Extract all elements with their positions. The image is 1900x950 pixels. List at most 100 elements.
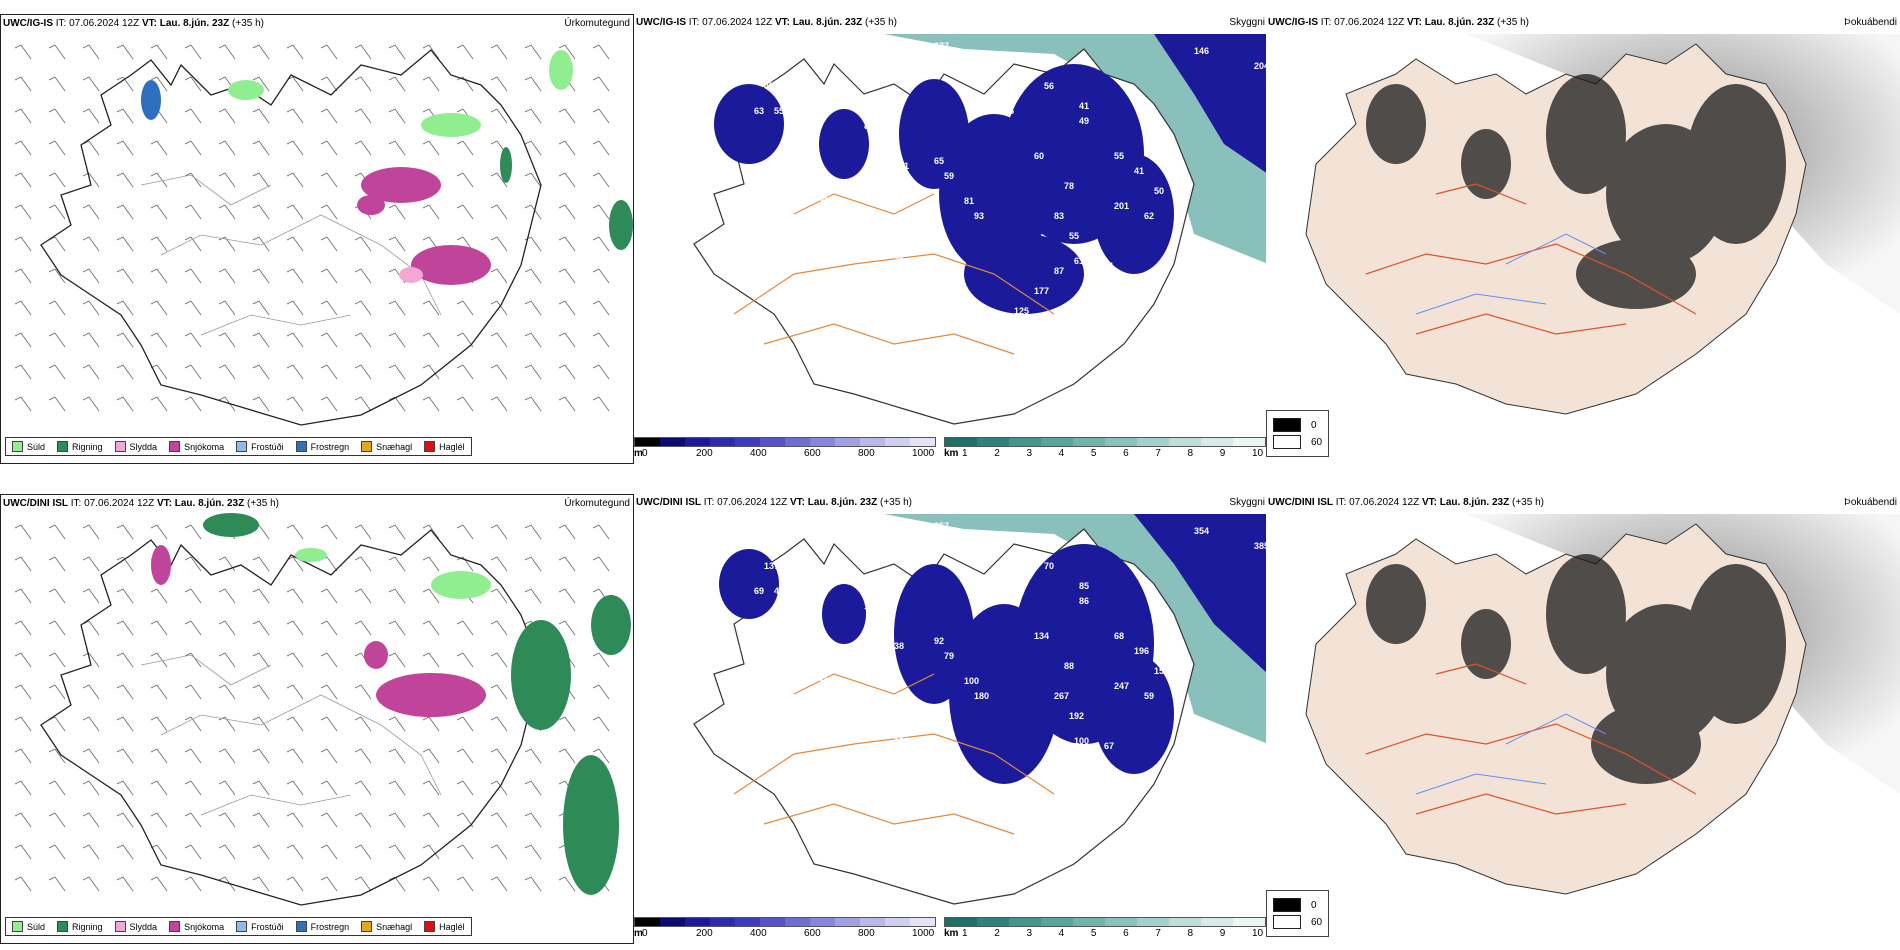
wind-barb-feather [286, 236, 294, 241]
wind-barb [20, 588, 32, 604]
wind-barb [360, 812, 372, 828]
wind-barb [326, 172, 338, 188]
wind-barb [156, 268, 168, 284]
wind-barb [190, 44, 202, 60]
wind-barb [190, 108, 202, 124]
height-unit: m [634, 928, 643, 939]
wind-barb-feather [116, 396, 124, 401]
wind-barb-feather [218, 172, 226, 177]
height-colorbar [634, 917, 936, 927]
colorbar-segment [1041, 918, 1073, 926]
wind-barb-feather [150, 748, 158, 753]
wind-barb [530, 876, 542, 892]
wind-barb-feather [592, 140, 600, 145]
wind-barb-feather [286, 876, 294, 881]
wind-barb-feather [422, 332, 430, 337]
wind-barb-feather [48, 844, 56, 849]
wind-barb-feather [422, 780, 430, 785]
wind-barb [258, 812, 270, 828]
wind-barb-feather [150, 332, 158, 337]
legend-swatch [114, 441, 126, 452]
wind-barb [292, 844, 304, 860]
wind-barb-feather [388, 140, 396, 145]
wind-barb [292, 44, 304, 60]
wind-barb-feather [218, 780, 226, 785]
wind-barb [394, 76, 406, 92]
wind-barb [462, 620, 474, 636]
wind-barb-feather [354, 140, 362, 145]
wind-barb-feather [218, 844, 226, 849]
wind-barb-feather [48, 172, 56, 177]
wind-barb-feather [218, 204, 226, 209]
wind-barb [530, 268, 542, 284]
colorbar-segment [635, 918, 660, 926]
colorbar-segment [1169, 438, 1201, 446]
cloud-base-label: 267 [1054, 691, 1069, 701]
colorbar-segment [710, 438, 735, 446]
visibility-colorbar [944, 437, 1266, 447]
wind-barb-feather [150, 268, 158, 273]
wind-barb-feather [490, 812, 498, 817]
wind-barb-feather [524, 364, 532, 369]
wind-barb-feather [354, 556, 362, 561]
wind-barb [360, 588, 372, 604]
wind-barb-feather [218, 748, 226, 753]
wind-barb-feather [218, 44, 226, 49]
wind-barb [496, 844, 508, 860]
wind-barb-feather [184, 524, 192, 529]
wind-barb-feather [490, 844, 498, 849]
colorbar-segment [910, 918, 935, 926]
wind-barb [156, 76, 168, 92]
wind-barb [394, 524, 406, 540]
wind-barb-feather [14, 748, 22, 753]
wind-barb [394, 780, 406, 796]
wind-barb [564, 332, 576, 348]
wind-barb [54, 364, 66, 380]
colorbar-segment [785, 918, 810, 926]
wind-barb-feather [150, 396, 158, 401]
wind-barb-feather [592, 396, 600, 401]
wind-barb-feather [388, 396, 396, 401]
panel-header: UWC/DINI ISL IT: 07.06.2024 12Z VT: Lau.… [3, 498, 279, 509]
wind-barb [462, 876, 474, 892]
wind-barb [598, 716, 610, 732]
wind-barb-feather [252, 396, 260, 401]
wind-barb [360, 844, 372, 860]
cloud-base-label: 82 [864, 121, 874, 131]
wind-barb [496, 364, 508, 380]
wind-barb [190, 332, 202, 348]
colorbar-segment [710, 918, 735, 926]
wind-barb-feather [320, 396, 328, 401]
wind-barb [20, 172, 32, 188]
wind-barb [122, 748, 134, 764]
legend-swatch [12, 921, 23, 932]
colorbar-tick-label: 5 [1090, 448, 1097, 459]
wind-barb [598, 44, 610, 60]
wind-barb-feather [558, 172, 566, 177]
height-unit: m [634, 448, 643, 459]
wind-barb-feather [592, 332, 600, 337]
wind-barb-feather [184, 844, 192, 849]
wind-barb [190, 876, 202, 892]
wind-barb [20, 204, 32, 220]
wind-barb [360, 556, 372, 572]
wind-barb [156, 140, 168, 156]
wind-barb-feather [116, 812, 124, 817]
wind-barb-feather [524, 780, 532, 785]
wind-barb-feather [354, 748, 362, 753]
legend-item: Slydda [114, 441, 157, 452]
wind-barb-feather [286, 844, 294, 849]
wind-barb [428, 332, 440, 348]
cloud-base-label: 146 [1194, 46, 1209, 56]
wind-barb-feather [286, 524, 294, 529]
wind-barb-feather [320, 588, 328, 593]
wind-barb-feather [422, 140, 430, 145]
wind-barb [122, 652, 134, 668]
wind-barb [54, 332, 66, 348]
wind-barb [564, 556, 576, 572]
wind-barb-feather [592, 684, 600, 689]
wind-barb [190, 396, 202, 412]
wind-barb [224, 844, 236, 860]
wind-barb-feather [558, 876, 566, 881]
cloud-base-label: 60 [1034, 151, 1044, 161]
